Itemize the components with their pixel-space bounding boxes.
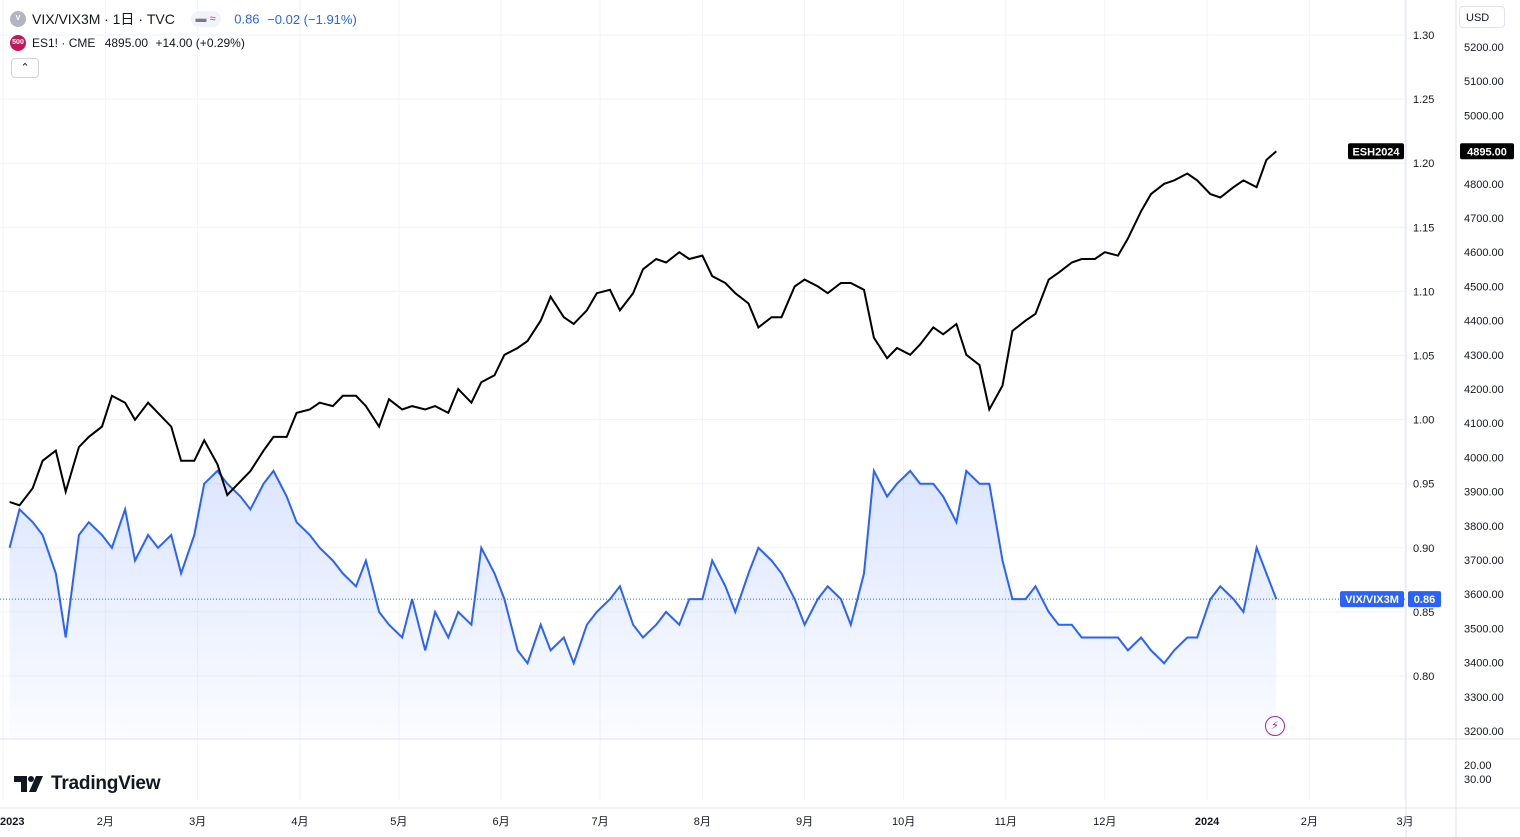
es-tick-label: 4200.00 [1464,384,1504,396]
x-tick-label: 2月 [1301,816,1318,828]
es-tick-label: 3400.00 [1464,658,1504,670]
main-change: −0.02 (−1.91%) [267,11,357,27]
x-tick-label: 2月 [97,816,114,828]
es-series-tag: ESH2024 [1352,146,1400,158]
vix-last-value-tag-bg [1408,591,1441,608]
compare-value: 4895.00 [104,36,149,50]
main-series-legend[interactable]: V VIX/VIX3M · 1日 · TVC ▬ ≈ 0.86 −0.02 (−1… [10,9,357,29]
vix-symbol-icon: V [10,11,26,27]
x-tick-label: 2024 [1195,816,1220,828]
main-symbol: VIX/VIX3M [32,11,101,27]
sub-pane-tick-label: 30.00 [1464,774,1492,786]
x-tick-label: 6月 [493,816,510,828]
x-tick-label: 2023 [0,816,24,828]
es-tick-label: 4000.00 [1464,452,1504,464]
vix-tick-label: 0.95 [1413,479,1434,491]
es-tick-label: 4300.00 [1464,350,1504,362]
vix-tick-label: 1.15 [1413,222,1434,234]
currency-selector[interactable]: USD [1459,6,1505,28]
vix-tick-label: 1.20 [1413,158,1434,170]
es-last-value-tag: 4895.00 [1467,146,1507,158]
x-tick-label: 10月 [892,816,915,828]
wave-icon[interactable]: ≈ [209,13,216,26]
sp500-symbol-icon: 500 [10,35,26,51]
x-tick-label: 3月 [1396,816,1413,828]
x-tick-label: 7月 [592,816,609,828]
compare-symbol: ES1! [32,36,59,50]
es-tick-label: 3500.00 [1464,623,1504,635]
vix-ratio-area [9,470,1277,739]
vix-tick-label: 0.90 [1413,543,1434,555]
chevron-up-icon[interactable]: ⌃ [11,58,39,78]
compare-series-legend[interactable]: 500 ES1! · CME 4895.00 +14.00 (+0.29%) [10,35,245,51]
compare-change: +14.00 (+0.29%) [155,36,245,50]
sub-pane-tick-label: 20.00 [1464,760,1492,772]
main-meta: · 1日 · TVC [104,11,175,27]
vix-last-value-tag: 0.86 [1414,594,1435,606]
x-tick-label: 8月 [694,816,711,828]
es-tick-label: 4600.00 [1464,247,1504,259]
es-tick-label: 4500.00 [1464,281,1504,293]
es-tick-label: 4800.00 [1464,179,1504,191]
es-tick-label: 3700.00 [1464,555,1504,567]
vix-tick-label: 1.00 [1413,415,1434,427]
es-tick-label: 3900.00 [1464,487,1504,499]
x-tick-label: 4月 [291,816,308,828]
vix-tick-label: 1.30 [1413,30,1434,42]
es-tick-label: 3600.00 [1464,589,1504,601]
es-tick-label: 5000.00 [1464,110,1504,122]
compare-meta: · CME [61,36,96,50]
x-tick-label: 12月 [1093,816,1116,828]
vix-tick-label: 0.85 [1413,607,1434,619]
x-tick-label: 11月 [995,816,1017,828]
es-price-line[interactable] [9,150,1277,507]
lightning-icon[interactable]: ⚡ [1265,716,1285,736]
x-tick-label: 9月 [796,816,813,828]
es-tick-label: 3300.00 [1464,692,1504,704]
es-tick-label: 3200.00 [1464,726,1504,738]
es-last-value-tag-bg [1460,143,1514,160]
vix-series-tag-bg [1340,591,1404,608]
brand-name: TradingView [51,773,161,794]
main-value: 0.86 [234,11,260,27]
vix-tick-label: 1.05 [1413,351,1434,363]
series-options-pill[interactable]: ▬ ≈ [190,11,221,27]
es-series-tag-bg [1348,143,1404,160]
vix-series-tag: VIX/VIX3M [1345,594,1399,606]
price-labels: VIX/VIX3M 0.86 ESH2024 4895.00 [1340,143,1514,608]
tradingview-logo[interactable]: TradingView [14,773,161,795]
minus-icon[interactable]: ▬ [195,13,207,26]
es-tick-label: 4100.00 [1464,418,1504,430]
vix-tick-label: 0.80 [1413,671,1434,683]
es-tick-label: 3800.00 [1464,521,1504,533]
es-tick-label: 4700.00 [1464,213,1504,225]
vix-tick-label: 1.10 [1413,286,1434,298]
x-tick-label: 3月 [189,816,206,828]
vix-tick-label: 1.25 [1413,94,1434,106]
tradingview-logo-icon [14,776,43,792]
x-tick-label: 5月 [390,816,407,828]
es-tick-label: 5200.00 [1464,42,1504,54]
es-tick-label: 4400.00 [1464,316,1504,328]
es-tick-label: 5100.00 [1464,76,1504,88]
